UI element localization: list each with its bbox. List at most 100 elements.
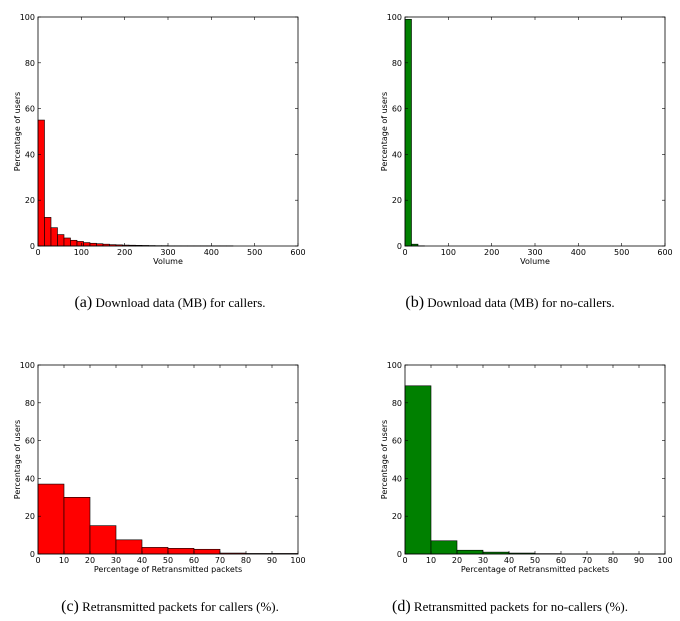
chart-b-caption: (b) Download data (MB) for no-callers. <box>340 294 680 312</box>
chart-a-bar-4 <box>63 237 71 247</box>
chart-a-bar-5 <box>70 239 78 247</box>
chart-c-caption-letter: (c) <box>61 598 79 615</box>
chart-d-xtick-label-5: 50 <box>530 556 540 565</box>
chart-d-caption: (d) Retransmitted packets for no-callers… <box>340 598 680 616</box>
chart-a-ytick-label-5: 100 <box>20 13 35 22</box>
chart-b-xtick-label-1: 100 <box>441 248 456 257</box>
chart-c-ytick-label-4: 80 <box>25 399 35 408</box>
chart-b-xtick-label-2: 200 <box>484 248 499 257</box>
chart-a-xtick-label-1: 100 <box>74 248 89 257</box>
chart-panel-b: 0 100 200 300 400 500 600 0 20 40 60 80 100 Volume Per… <box>340 0 680 312</box>
chart-c-xtick-label-8: 80 <box>241 556 251 565</box>
chart-d-ylabel: Percentage of users <box>380 420 389 499</box>
chart-d-xlabel: Percentage of Retransmitted packets <box>461 565 609 574</box>
chart-b-xtick-label-5: 500 <box>614 248 629 257</box>
chart-a-xtick-label-3: 300 <box>160 248 175 257</box>
chart-d-svg: 0 10 20 30 40 50 60 70 80 90 100 0 20 40 60 80 100 Percen… <box>380 361 673 574</box>
chart-a-ytick-label-0: 0 <box>30 242 35 251</box>
chart-c-svg: 0 10 20 30 40 50 60 70 80 90 100 0 20 40 60 80 100 Percen… <box>13 361 306 574</box>
chart-c-xtick-label-10: 100 <box>290 556 305 565</box>
chart-a-bar-6 <box>76 241 84 247</box>
chart-d-ytick-label-4: 80 <box>392 399 402 408</box>
chart-a-bar-1 <box>44 217 52 247</box>
chart-b-ytick-label-4: 80 <box>392 59 402 68</box>
chart-b-ytick-label-3: 60 <box>392 105 402 114</box>
chart-a-ylabel: Percentage of users <box>13 92 22 171</box>
chart-c-bar-3 <box>115 539 143 555</box>
chart-c-xtick-label-5: 50 <box>163 556 173 565</box>
chart-d-xtick-label-1: 10 <box>426 556 436 565</box>
chart-d-ytick-label-2: 40 <box>392 474 402 483</box>
chart-b-caption-text: Download data (MB) for no-callers. <box>427 295 615 310</box>
chart-a-caption-letter: (a) <box>74 294 93 311</box>
chart-a-xtick-label-4: 400 <box>204 248 219 257</box>
chart-c-bar-4 <box>141 547 169 555</box>
chart-b-ytick-label-2: 40 <box>392 150 402 159</box>
chart-b-svg: 0 100 200 300 400 500 600 0 20 40 60 80 100 Volume Per… <box>380 13 673 266</box>
chart-d-ytick-label-1: 20 <box>392 512 402 521</box>
chart-d-bar-2 <box>456 549 484 555</box>
chart-d-plot-frame <box>404 364 666 555</box>
chart-a-bar-8 <box>89 242 97 247</box>
chart-c-xtick-label-6: 60 <box>189 556 199 565</box>
chart-a-xlabel: Volume <box>153 257 183 266</box>
chart-a-ytick-label-2: 40 <box>25 150 35 159</box>
chart-d-xtick-label-10: 100 <box>657 556 672 565</box>
chart-d-xtick-label-0: 0 <box>402 556 407 565</box>
chart-b-ytick-label-5: 100 <box>387 13 402 22</box>
chart-c-bar-5 <box>167 548 195 555</box>
chart-a-caption-text: Download data (MB) for callers. <box>95 295 266 310</box>
chart-b-xtick-label-0: 0 <box>402 248 407 257</box>
chart-c-ytick-label-1: 20 <box>25 512 35 521</box>
chart-c-ytick-label-5: 100 <box>20 361 35 370</box>
chart-d-ytick-label-3: 60 <box>392 437 402 446</box>
chart-c-xtick-label-1: 10 <box>59 556 69 565</box>
chart-c-xtick-label-4: 40 <box>137 556 147 565</box>
chart-b-bar-0 <box>404 18 412 247</box>
chart-b-xtick-label-3: 300 <box>527 248 542 257</box>
chart-b-xtick-label-6: 600 <box>657 248 672 257</box>
chart-d-xtick-label-9: 90 <box>634 556 644 565</box>
chart-c-xtick-label-3: 30 <box>111 556 121 565</box>
chart-a-xtick-label-0: 0 <box>35 248 40 257</box>
chart-b-ylabel: Percentage of users <box>380 92 389 171</box>
chart-b-ytick-label-0: 0 <box>397 242 402 251</box>
chart-c-xtick-label-2: 20 <box>85 556 95 565</box>
chart-c-xtick-label-9: 90 <box>267 556 277 565</box>
chart-a-ytick-label-3: 60 <box>25 105 35 114</box>
chart-c-xtick-label-0: 0 <box>35 556 40 565</box>
chart-c-xtick-label-7: 70 <box>215 556 225 565</box>
chart-c-bar-0 <box>37 483 65 555</box>
chart-d-ytick-label-5: 100 <box>387 361 402 370</box>
chart-a-xtick-label-2: 200 <box>117 248 132 257</box>
chart-c-ytick-label-0: 0 <box>30 550 35 559</box>
chart-d-xtick-label-2: 20 <box>452 556 462 565</box>
chart-d-xtick-label-6: 60 <box>556 556 566 565</box>
chart-d-caption-letter: (d) <box>392 598 411 615</box>
chart-panel-a: 0 100 200 300 400 500 600 0 20 40 60 80 100 Volume Per… <box>0 0 340 312</box>
chart-a-xtick-label-5: 500 <box>247 248 262 257</box>
chart-a-bar-0 <box>37 119 45 247</box>
chart-d-bar-0 <box>404 385 432 555</box>
chart-b-xlabel: Volume <box>520 257 550 266</box>
chart-d-xtick-label-8: 80 <box>608 556 618 565</box>
chart-b-ytick-label-1: 20 <box>392 196 402 205</box>
chart-d-xtick-label-3: 30 <box>478 556 488 565</box>
chart-c-ylabel: Percentage of users <box>13 420 22 499</box>
chart-a-svg: 0 100 200 300 400 500 600 0 20 40 60 80 100 Volume Per… <box>13 13 306 266</box>
chart-a-bar-3 <box>57 234 65 247</box>
chart-c-bar-1 <box>63 497 91 555</box>
chart-d-bar-1 <box>430 540 458 555</box>
chart-a-ytick-label-4: 80 <box>25 59 35 68</box>
chart-d-xtick-label-4: 40 <box>504 556 514 565</box>
chart-a-xtick-label-6: 600 <box>290 248 305 257</box>
chart-d-caption-text: Retransmitted packets for no-callers (%)… <box>413 599 628 614</box>
chart-d-ytick-label-0: 0 <box>397 550 402 559</box>
chart-c-caption: (c) Retransmitted packets for callers (%… <box>0 598 340 616</box>
chart-c-bar-6 <box>193 548 221 555</box>
chart-c-ytick-label-2: 40 <box>25 474 35 483</box>
chart-b-caption-letter: (b) <box>405 294 425 311</box>
chart-panel-d: 0 10 20 30 40 50 60 70 80 90 100 0 20 40 60 80 100 Percen… <box>340 348 680 621</box>
chart-c-bar-2 <box>89 525 117 555</box>
chart-a-caption: (a) Download data (MB) for callers. <box>0 294 340 312</box>
